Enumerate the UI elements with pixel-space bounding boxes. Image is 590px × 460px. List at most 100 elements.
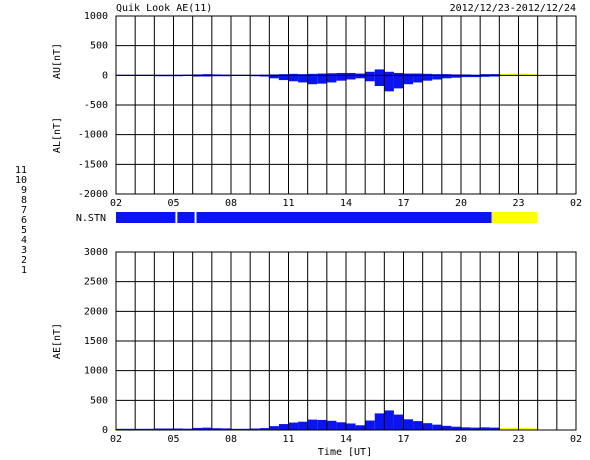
bar [413, 75, 423, 83]
chart-subtitle: 2012/12/23-2012/12/24 [450, 3, 576, 14]
bar [384, 75, 394, 92]
legend-label: 8 [21, 195, 27, 206]
bar [470, 75, 481, 78]
bar [317, 73, 327, 76]
bar [269, 426, 279, 430]
x-tick-label: 08 [225, 434, 237, 445]
y-tick-label: 2000 [84, 306, 108, 317]
bar [307, 73, 318, 76]
legend-label: 9 [21, 185, 27, 196]
bar [355, 75, 366, 79]
bar [307, 419, 318, 430]
x-tick-label: 23 [512, 198, 524, 209]
bar [259, 428, 270, 430]
bar [374, 75, 385, 87]
bar [393, 75, 404, 89]
bar [528, 428, 538, 430]
bar [202, 74, 212, 76]
legend-label: 1 [21, 265, 27, 276]
x-axis-label: Time [UT] [318, 447, 372, 458]
x-tick-label: 02 [110, 198, 122, 209]
x-tick-label: 20 [455, 198, 467, 209]
bar [432, 74, 442, 76]
bar [125, 428, 136, 430]
bar [374, 413, 385, 430]
y-axis-label: AL[nT] [52, 117, 63, 153]
legend-label: 6 [21, 215, 27, 226]
bar [393, 414, 404, 430]
bar [135, 428, 145, 430]
chart-title: Quik Look AE(11) [116, 3, 212, 14]
bar [441, 425, 452, 430]
bar [499, 427, 509, 430]
x-tick-label: 08 [225, 198, 237, 209]
bar [278, 424, 289, 430]
bar [326, 420, 337, 430]
x-tick-label: 05 [167, 434, 179, 445]
bar [480, 74, 490, 76]
x-tick-label: 11 [282, 198, 294, 209]
bar [441, 75, 452, 79]
x-tick-label: 20 [455, 434, 467, 445]
bar [461, 75, 471, 78]
bar [288, 73, 299, 76]
bar [480, 427, 490, 430]
bar [317, 419, 327, 430]
bar [355, 425, 366, 430]
bar [346, 423, 356, 430]
legend-label: 10 [15, 175, 27, 186]
bar [154, 428, 164, 430]
bar [192, 427, 203, 430]
plot-frame [115, 251, 577, 431]
bar [508, 73, 519, 76]
legend-label: 4 [21, 235, 27, 246]
bar [403, 75, 414, 85]
bar [326, 73, 337, 76]
bar [192, 75, 203, 77]
bar [307, 75, 318, 85]
bar [288, 75, 299, 82]
bar [480, 75, 490, 77]
bar [336, 75, 346, 81]
station-segment [491, 212, 538, 223]
bar [461, 427, 471, 430]
bar [240, 428, 251, 430]
bar [259, 75, 270, 77]
y-tick-label: 1000 [84, 11, 108, 22]
bar [470, 427, 481, 430]
station-segment [196, 212, 492, 223]
bar [211, 428, 222, 430]
bar [173, 428, 184, 430]
bar [403, 73, 414, 76]
y-tick-label: -1000 [78, 130, 108, 141]
y-tick-label: 2500 [84, 277, 108, 288]
legend-label: 7 [21, 205, 27, 216]
bar [403, 419, 414, 430]
bar [422, 423, 433, 430]
bar [231, 428, 241, 430]
bar [422, 73, 433, 76]
y-tick-label: 0 [102, 70, 108, 81]
y-tick-label: 500 [90, 395, 108, 406]
bar [202, 427, 212, 430]
y-tick-label: 0 [102, 425, 108, 436]
bar [432, 75, 442, 80]
legend-label: 3 [21, 245, 27, 256]
bar [374, 69, 385, 76]
bar [336, 72, 346, 76]
y-tick-label: -1500 [78, 159, 108, 170]
bar [413, 421, 423, 430]
bar [278, 75, 289, 81]
bar [365, 420, 375, 430]
x-tick-label: 02 [570, 198, 582, 209]
station-segment [116, 212, 176, 223]
station-segment [177, 212, 195, 223]
bar [451, 75, 461, 78]
legend-label: 2 [21, 255, 27, 266]
bar [116, 428, 126, 430]
bar [384, 410, 394, 430]
y-tick-label: 500 [90, 41, 108, 52]
bar [269, 75, 279, 79]
x-tick-label: 05 [167, 198, 179, 209]
